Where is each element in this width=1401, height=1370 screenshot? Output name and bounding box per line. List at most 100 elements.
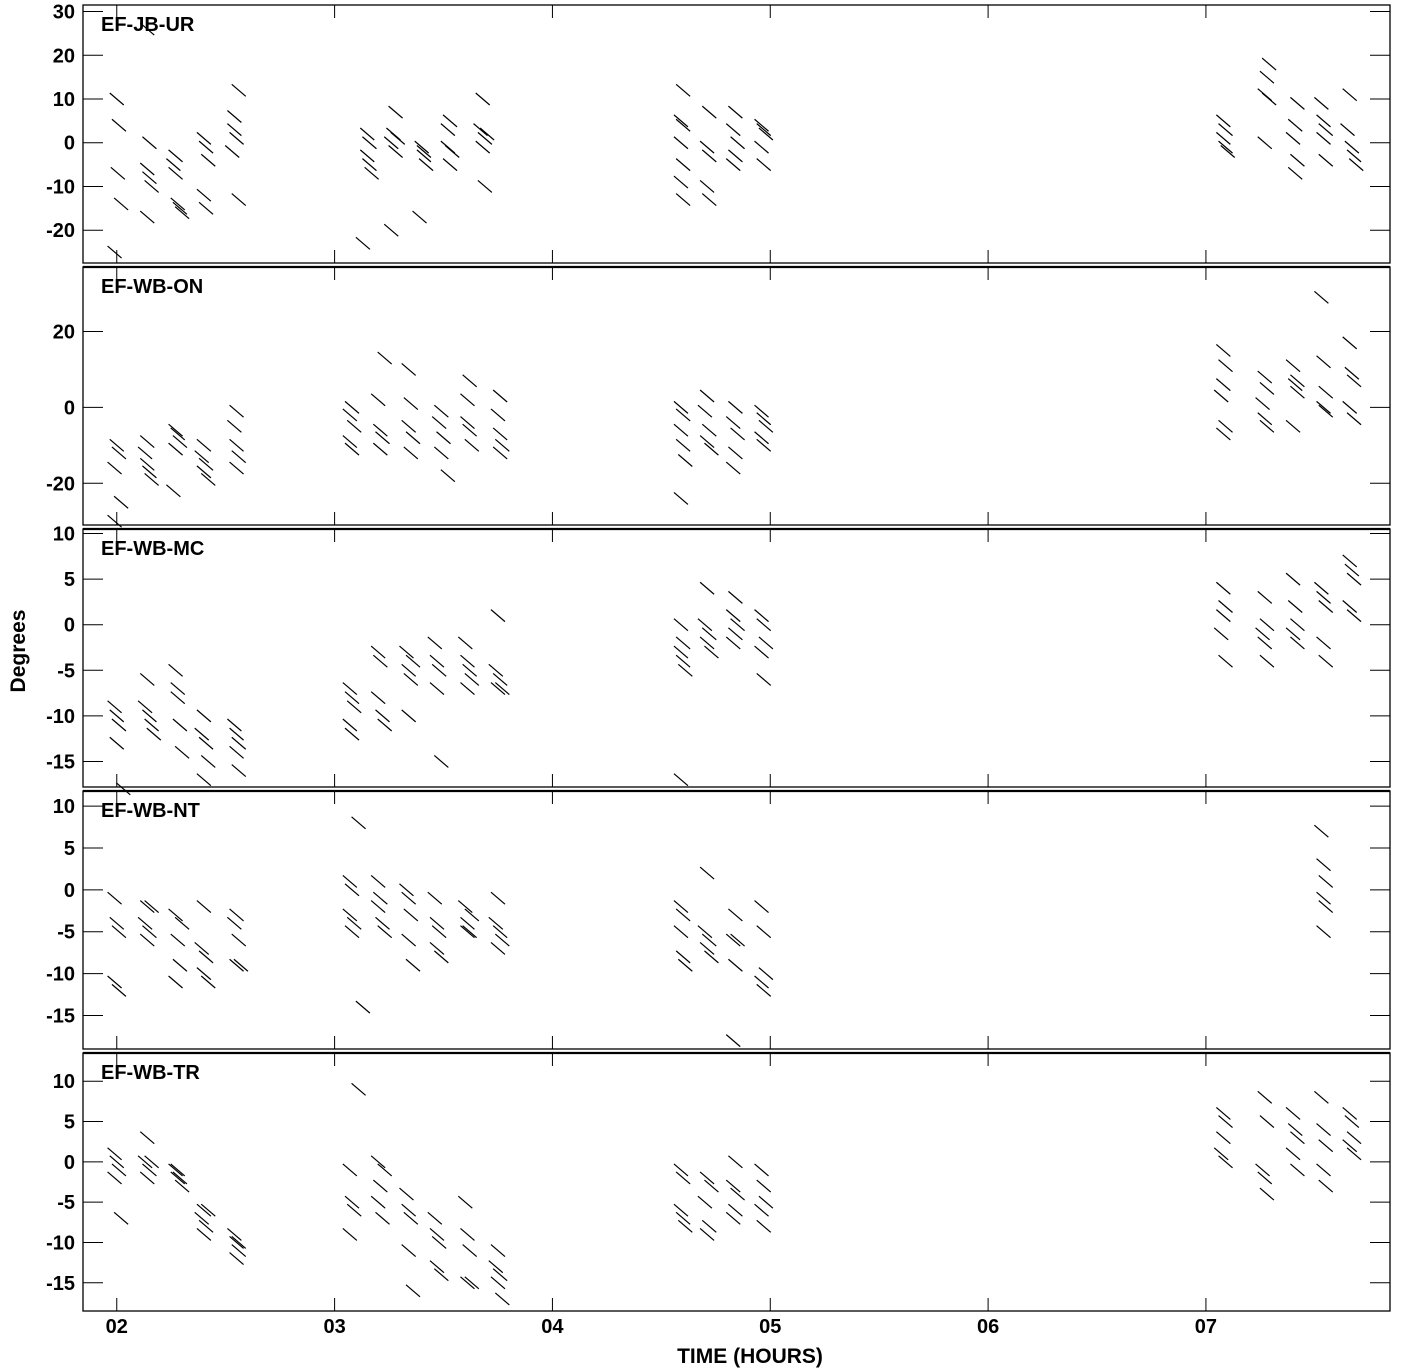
data-point: [1257, 636, 1273, 650]
data-point: [1342, 1107, 1358, 1120]
data-point: [728, 958, 743, 972]
data-point: [351, 816, 366, 830]
data-point: [1342, 600, 1358, 613]
y-tick-label: -15: [46, 1273, 75, 1295]
data-point: [110, 166, 126, 180]
data-point: [1285, 627, 1301, 641]
data-point: [200, 755, 216, 768]
data-point: [370, 691, 386, 705]
data-point: [1220, 145, 1236, 158]
data-point: [174, 206, 190, 220]
data-point: [673, 900, 689, 914]
data-point: [490, 942, 506, 955]
data-point: [401, 663, 417, 677]
data-point: [488, 1260, 504, 1274]
data-point: [490, 891, 506, 905]
data-point: [1259, 419, 1275, 433]
data-point: [229, 131, 244, 145]
data-point: [730, 618, 745, 632]
data-point: [198, 140, 214, 154]
data-point: [464, 908, 480, 922]
data-point: [699, 581, 715, 595]
data-point: [342, 682, 358, 695]
data-point: [427, 1211, 443, 1225]
y-tick-label: 10: [53, 1071, 75, 1093]
data-point: [728, 908, 743, 922]
data-point: [1285, 1107, 1301, 1120]
data-point: [1318, 1179, 1334, 1193]
x-tick-label: 06: [977, 1316, 999, 1338]
data-point: [142, 1163, 157, 1177]
data-point: [342, 718, 358, 732]
data-point: [675, 408, 691, 422]
data-point: [460, 416, 475, 430]
data-point: [477, 180, 493, 193]
data-point: [725, 1179, 741, 1193]
data-point: [144, 900, 160, 914]
data-point: [697, 404, 713, 418]
x-axis-title: TIME (HOURS): [677, 1345, 823, 1368]
data-point: [675, 438, 691, 452]
data-point: [344, 691, 360, 705]
data-point: [427, 891, 443, 905]
data-point: [1287, 378, 1303, 392]
data-point: [1261, 57, 1277, 71]
data-point: [198, 950, 214, 964]
data-point: [370, 875, 386, 888]
data-point: [701, 1219, 717, 1233]
data-point: [1218, 140, 1233, 154]
data-point: [1316, 1123, 1331, 1137]
data-point: [139, 933, 155, 947]
y-tick-label: -10: [46, 706, 75, 728]
data-point: [1344, 366, 1360, 380]
data-point: [229, 404, 244, 418]
data-point: [754, 140, 769, 154]
data-point: [113, 495, 129, 509]
data-point: [111, 1163, 127, 1177]
data-point: [403, 908, 419, 922]
data-point: [725, 609, 741, 623]
data-point: [756, 412, 772, 426]
data-point: [142, 465, 157, 479]
data-point: [1215, 114, 1231, 128]
data-point: [673, 136, 689, 150]
data-point: [412, 210, 427, 224]
data-point: [699, 389, 715, 403]
data-point: [346, 1203, 362, 1217]
y-tick-label: 0: [64, 880, 75, 902]
data-point: [675, 1211, 691, 1225]
data-point: [227, 110, 242, 123]
data-point: [139, 672, 155, 686]
data-point: [462, 1244, 478, 1257]
data-point: [166, 484, 181, 498]
data-point: [431, 663, 447, 677]
data-point: [1287, 118, 1303, 132]
data-point: [675, 118, 691, 132]
data-point: [346, 916, 362, 930]
data-point: [756, 1179, 772, 1193]
data-point: [1344, 140, 1360, 154]
data-point: [229, 745, 244, 759]
data-point: [1285, 359, 1301, 373]
data-point: [433, 404, 449, 418]
data-point: [701, 933, 717, 947]
data-point: [418, 158, 434, 172]
data-point: [675, 950, 691, 964]
data-point: [375, 916, 390, 930]
data-point: [1257, 590, 1273, 604]
y-tick-label: 20: [53, 322, 75, 344]
data-point: [405, 431, 421, 445]
data-point: [231, 193, 247, 207]
data-point: [488, 916, 504, 930]
data-point: [342, 908, 358, 922]
data-point: [494, 933, 510, 947]
data-point: [200, 1203, 216, 1217]
data-point: [362, 136, 377, 150]
data-point: [492, 446, 508, 460]
data-point: [229, 1236, 244, 1249]
data-point: [429, 682, 445, 695]
data-point: [359, 127, 375, 141]
data-point: [1344, 563, 1360, 577]
panel-label: EF-WB-TR: [101, 1062, 200, 1084]
data-point: [728, 627, 743, 641]
